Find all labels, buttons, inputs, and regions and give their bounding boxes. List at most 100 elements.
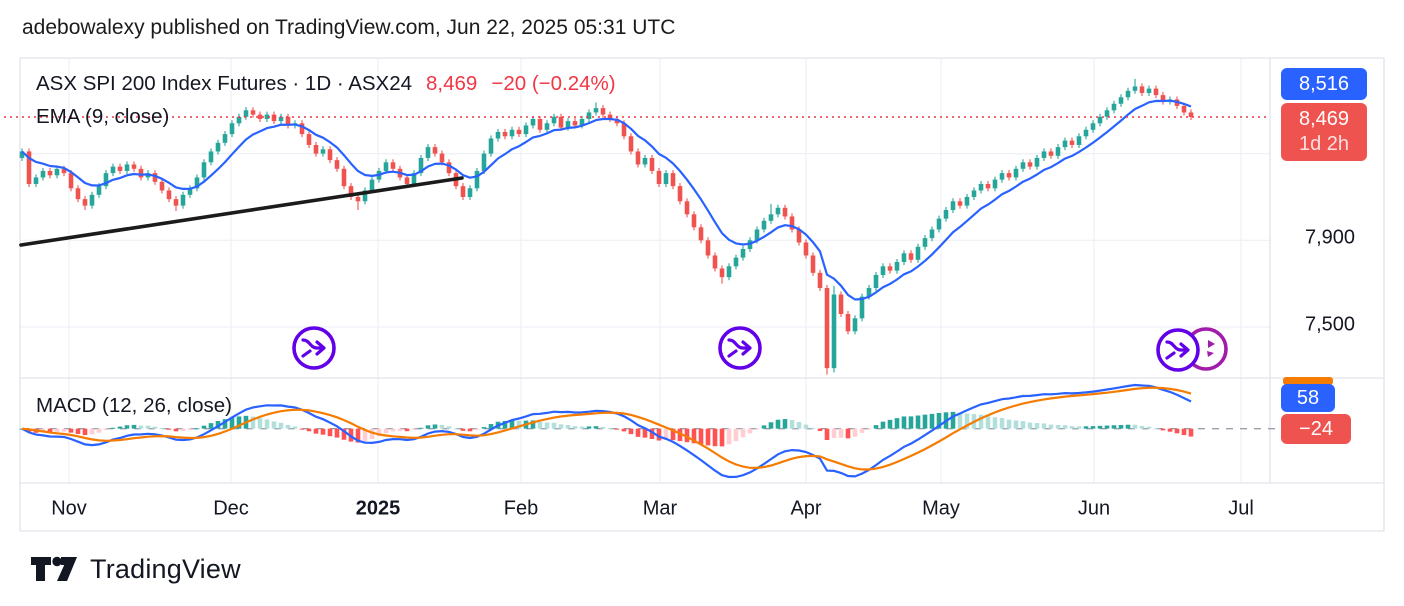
candle-body xyxy=(138,168,144,178)
time-axis-label-May: May xyxy=(922,497,960,520)
symbol-name[interactable]: ASX SPI 200 Index Futures · 1D · ASX24 xyxy=(36,72,413,95)
candle-body xyxy=(565,121,571,128)
candle-body xyxy=(1104,110,1110,117)
candle-body xyxy=(348,186,354,197)
candle-body xyxy=(537,118,543,130)
time-axis-label-Jul: Jul xyxy=(1228,497,1254,520)
candle-body xyxy=(299,123,305,135)
candle-body xyxy=(978,183,984,191)
candle-body xyxy=(1062,140,1068,148)
candle-body xyxy=(285,116,291,126)
pane-borders xyxy=(19,57,1385,532)
ema-value-badge[interactable]: 8,516 xyxy=(1281,68,1367,100)
candle-body xyxy=(642,157,648,165)
price-change: −20 (−0.24%) xyxy=(491,72,616,95)
candle-body xyxy=(390,162,396,169)
merge-arrow-icon[interactable] xyxy=(1156,328,1200,372)
last-price-value: 8,469 xyxy=(1298,108,1350,130)
candle-body xyxy=(1020,162,1026,169)
candle-body xyxy=(152,173,158,182)
candle-body xyxy=(313,144,319,154)
candle-body xyxy=(446,162,452,174)
last-price-badge[interactable]: 8,469 1d 2h xyxy=(1281,103,1367,161)
candle-body xyxy=(488,138,494,154)
candle-body xyxy=(159,181,165,191)
candle-body xyxy=(208,151,214,163)
merge-arrow-icon[interactable] xyxy=(718,326,762,370)
candle-body xyxy=(614,118,620,124)
candle-body xyxy=(964,196,970,206)
ema-indicator-label[interactable]: EMA (9, close) xyxy=(36,105,170,128)
candle-body xyxy=(439,153,445,163)
candle-body xyxy=(992,179,998,189)
candle-body xyxy=(880,266,886,275)
candle-body xyxy=(712,255,718,269)
candle-body xyxy=(495,131,501,139)
macd-histogram xyxy=(19,411,1194,447)
candle-body xyxy=(691,214,697,228)
candle-body xyxy=(1188,112,1194,117)
candle-body xyxy=(362,190,368,202)
candle-body xyxy=(1118,97,1124,104)
candle-body xyxy=(432,147,438,154)
candle-body xyxy=(502,131,508,137)
ema-value: 8,516 xyxy=(1298,72,1350,95)
candle-body xyxy=(901,253,907,262)
candle-body xyxy=(971,190,977,197)
candle-body xyxy=(922,238,928,247)
candle-body xyxy=(117,166,123,171)
candle-body xyxy=(1076,136,1082,145)
candle-body xyxy=(887,266,893,271)
candle-body xyxy=(355,196,361,202)
candle-body xyxy=(1041,151,1047,158)
trendline-drawing[interactable] xyxy=(19,176,464,247)
tradingview-logo[interactable]: TradingView xyxy=(30,554,241,585)
candle-body xyxy=(404,177,410,184)
hist-value-badge[interactable]: −24 xyxy=(1281,414,1351,444)
candle-body xyxy=(831,294,837,369)
candle-body xyxy=(1181,105,1187,113)
price-scale-label-7500: 7,500 xyxy=(1304,313,1356,336)
candle-body xyxy=(943,209,949,219)
candle-body xyxy=(950,201,956,210)
ema-line[interactable] xyxy=(21,99,1192,301)
candle-body xyxy=(516,129,522,135)
candle-body xyxy=(754,229,760,241)
candle-body xyxy=(628,136,634,152)
candle-body xyxy=(1132,86,1138,91)
candle-body xyxy=(859,296,865,319)
candle-body xyxy=(761,220,767,230)
candle-body xyxy=(586,112,592,119)
candlesticks[interactable] xyxy=(19,78,1194,375)
macd-indicator-label[interactable]: MACD (12, 26, close) xyxy=(36,394,232,417)
time-axis-label-2025: 2025 xyxy=(355,497,401,520)
candle-body xyxy=(173,199,179,206)
candle-body xyxy=(418,157,424,174)
macd-value-badge[interactable]: 58 xyxy=(1281,384,1335,412)
brand-name: TradingView xyxy=(90,554,241,584)
candle-body xyxy=(908,253,914,260)
candle-body xyxy=(383,162,389,171)
candle-body xyxy=(558,116,564,128)
candle-body xyxy=(523,125,529,135)
time-axis-label-Jun: Jun xyxy=(1077,497,1111,520)
candle-body xyxy=(250,110,256,115)
candle-body xyxy=(866,287,872,297)
time-axis-label-Feb: Feb xyxy=(503,497,539,520)
candle-body xyxy=(999,173,1005,180)
candle-body xyxy=(1125,90,1131,98)
candle-body xyxy=(103,173,109,187)
symbol-title[interactable]: ASX SPI 200 Index Futures · 1D · ASX24 8,… xyxy=(36,72,616,96)
candle-body xyxy=(726,266,732,278)
candle-body xyxy=(1048,151,1054,156)
merge-arrow-icon[interactable] xyxy=(292,326,336,370)
macd-line[interactable] xyxy=(21,383,1192,479)
candle-body xyxy=(740,248,746,258)
candle-body xyxy=(61,168,67,174)
candle-body xyxy=(243,110,249,117)
candle-body xyxy=(719,268,725,278)
candle-body xyxy=(96,186,102,195)
candle-body xyxy=(271,114,277,122)
macd-signal-line[interactable] xyxy=(21,386,1192,471)
